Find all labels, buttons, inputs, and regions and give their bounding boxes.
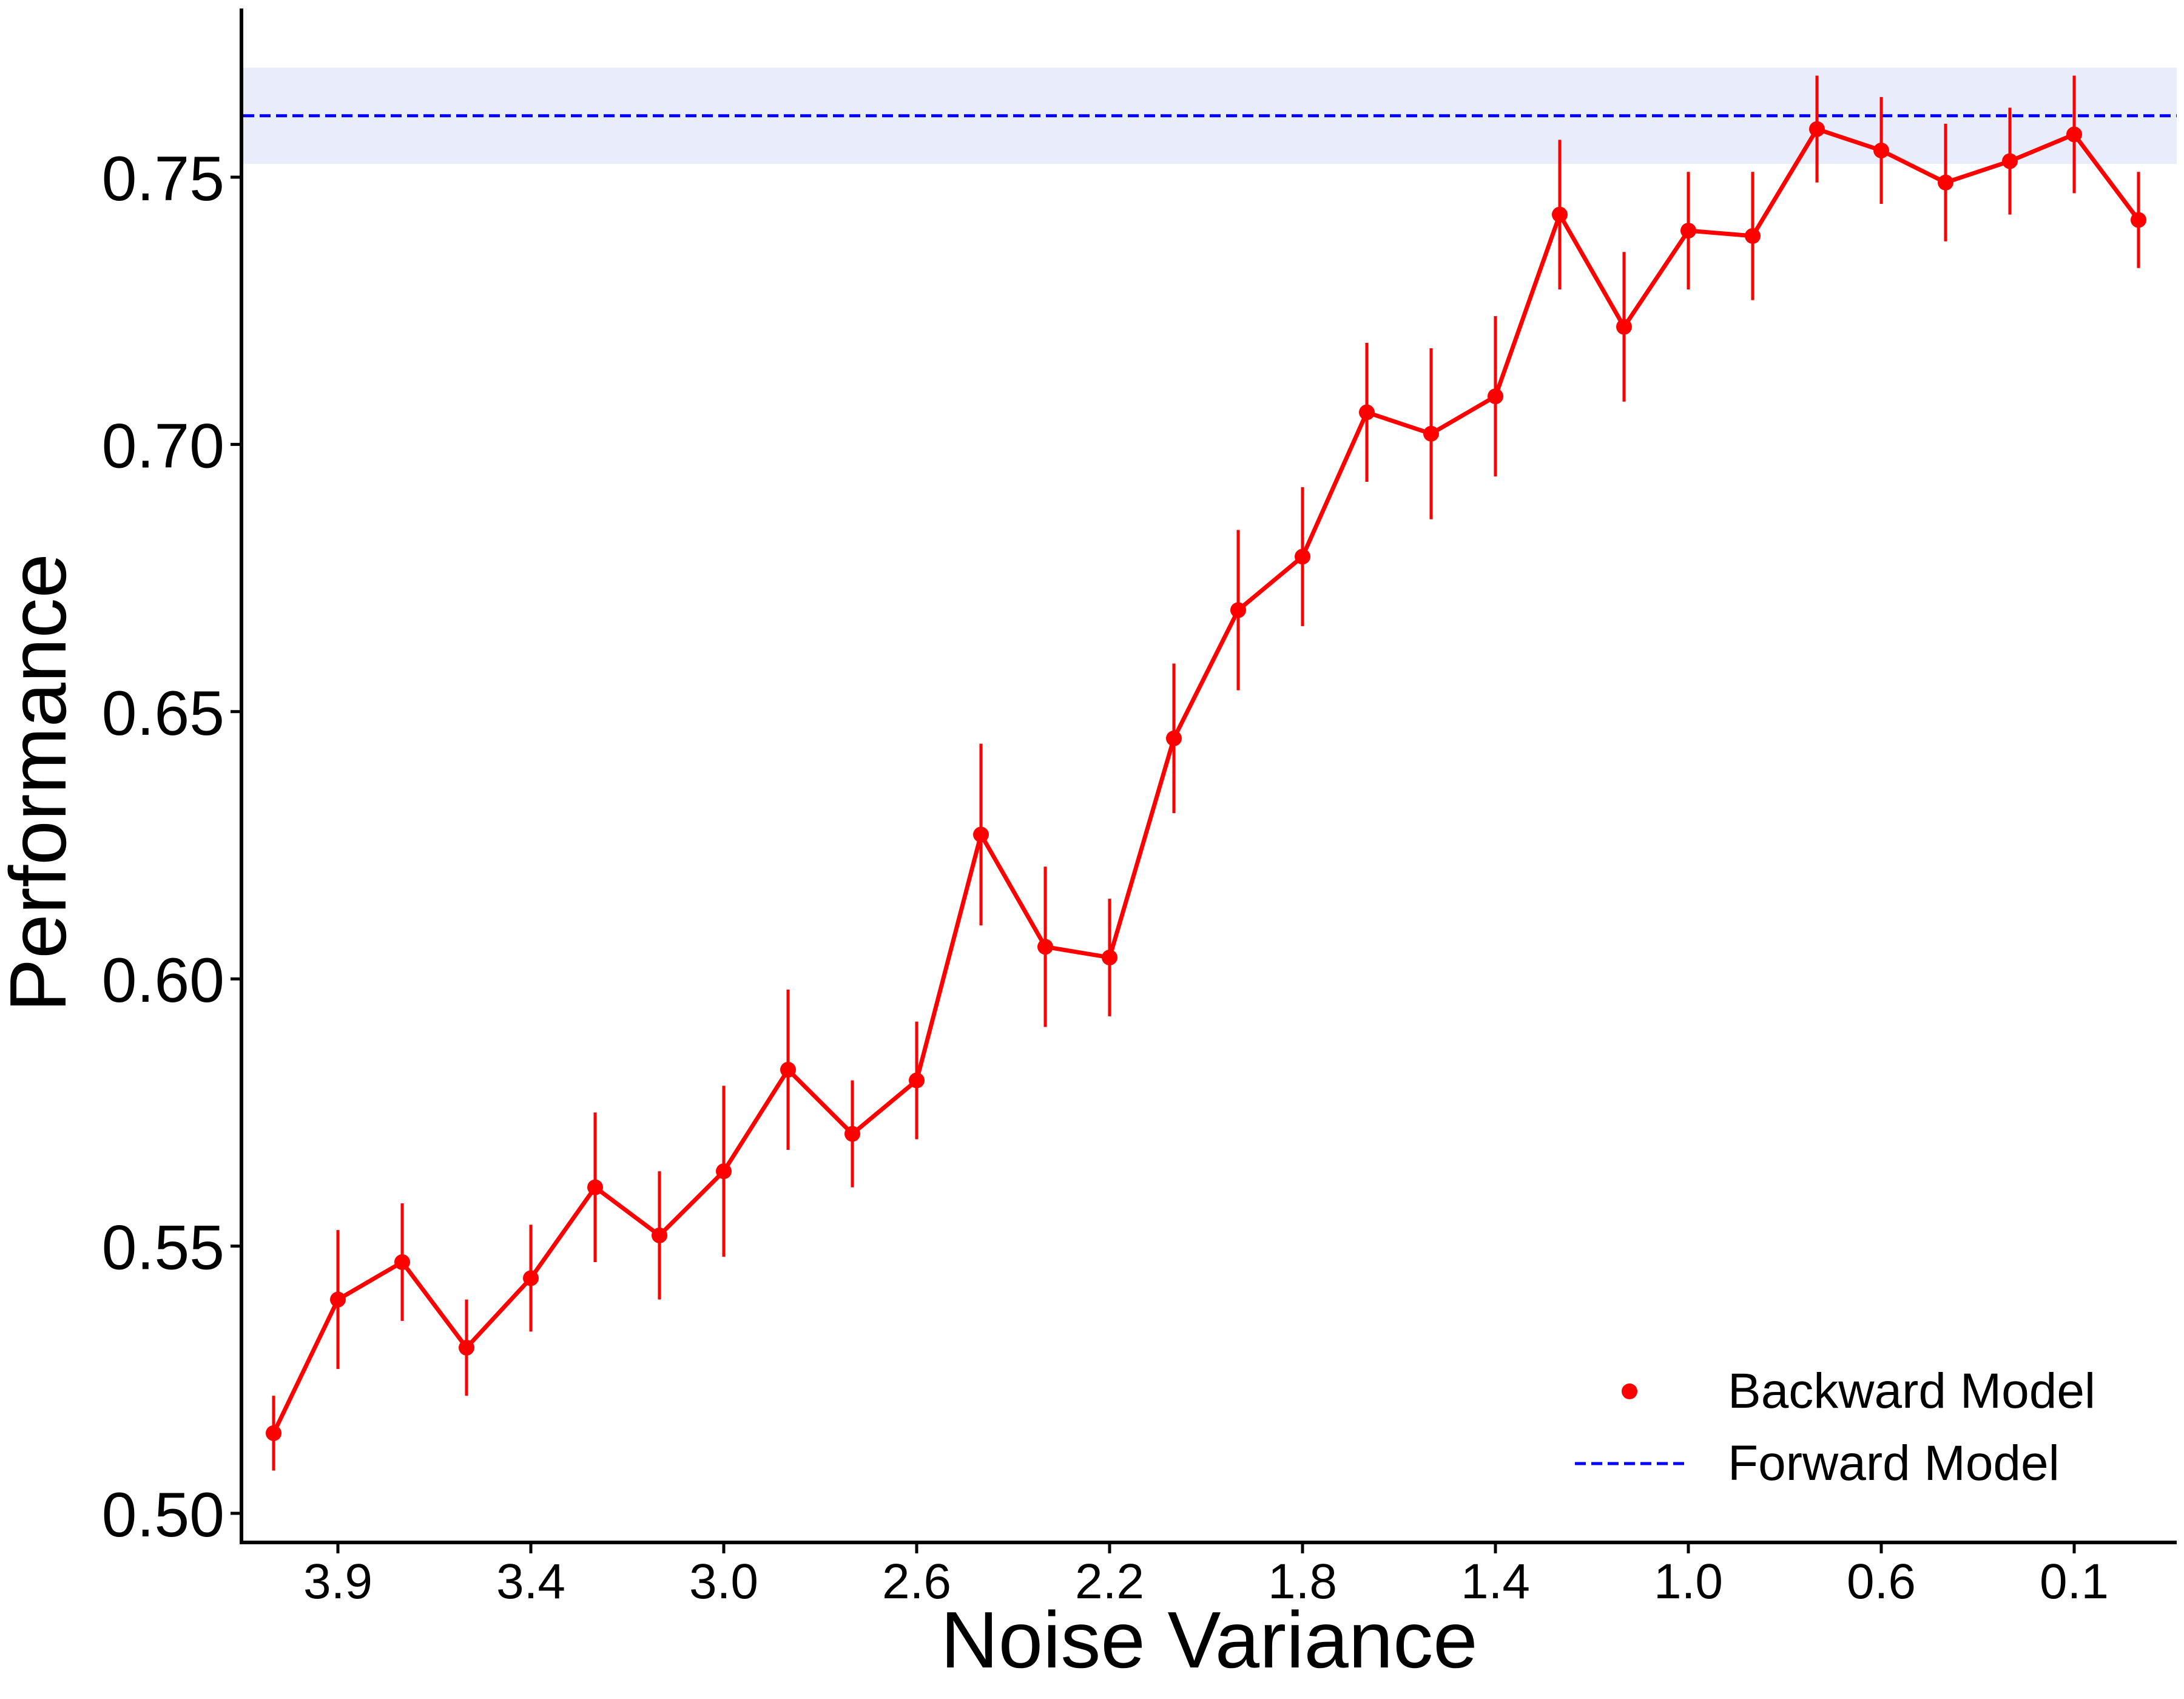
data-point bbox=[844, 1126, 860, 1142]
data-point bbox=[2131, 212, 2146, 228]
data-point bbox=[1488, 388, 1503, 405]
x-tick-label: 2.6 bbox=[882, 1554, 951, 1609]
x-tick-label: 1.8 bbox=[1268, 1554, 1337, 1609]
data-point bbox=[973, 826, 989, 843]
data-point bbox=[1809, 121, 1825, 137]
data-point bbox=[2002, 153, 2018, 169]
y-axis-ticks: 0.50 0.55 0.60 0.65 0.70 0.75 bbox=[102, 144, 241, 1550]
x-tick-label: 0.6 bbox=[1847, 1554, 1916, 1609]
data-point bbox=[909, 1072, 925, 1089]
y-tick-label: 0.70 bbox=[102, 411, 224, 481]
data-point bbox=[1616, 319, 1632, 335]
x-tick-label: 3.4 bbox=[496, 1554, 565, 1609]
data-point bbox=[780, 1061, 796, 1078]
data-point bbox=[1938, 174, 1953, 191]
y-axis-label: Performance bbox=[0, 553, 83, 1012]
legend-backward-label: Backward Model bbox=[1728, 1363, 2095, 1419]
data-point bbox=[1745, 228, 1761, 244]
x-tick-label: 3.0 bbox=[689, 1554, 758, 1609]
x-tick-label: 0.1 bbox=[2040, 1554, 2109, 1609]
x-tick-label: 2.2 bbox=[1075, 1554, 1144, 1609]
data-point bbox=[587, 1179, 603, 1195]
data-point bbox=[716, 1163, 732, 1180]
y-tick-label: 0.50 bbox=[102, 1480, 224, 1550]
y-tick-label: 0.55 bbox=[102, 1213, 224, 1283]
data-point bbox=[1873, 142, 1889, 158]
x-tick-label: 3.9 bbox=[303, 1554, 372, 1609]
x-tick-label: 1.0 bbox=[1654, 1554, 1723, 1609]
data-point bbox=[266, 1425, 281, 1441]
data-point bbox=[523, 1270, 539, 1286]
data-point bbox=[652, 1227, 667, 1243]
x-axis-ticks: 3.9 3.4 3.0 2.6 2.2 1.8 1.4 1.0 0.6 0.1 bbox=[303, 1542, 2109, 1609]
legend-backward-marker bbox=[1622, 1383, 1637, 1399]
data-point bbox=[1359, 404, 1375, 421]
legend-forward-label: Forward Model bbox=[1728, 1436, 2060, 1491]
y-tick-label: 0.75 bbox=[102, 144, 224, 214]
data-point bbox=[1037, 939, 1053, 955]
data-point bbox=[1423, 425, 1439, 442]
data-point bbox=[1166, 730, 1182, 746]
data-point bbox=[1552, 206, 1568, 223]
data-point bbox=[1230, 602, 1246, 618]
legend: Backward Model Forward Model bbox=[1575, 1363, 2095, 1491]
data-point bbox=[2066, 126, 2082, 143]
data-point bbox=[394, 1254, 410, 1271]
data-point bbox=[1102, 949, 1117, 965]
x-axis-label: Noise Variance bbox=[940, 1595, 1477, 1684]
data-point bbox=[1680, 223, 1696, 239]
x-tick-label: 1.4 bbox=[1461, 1554, 1530, 1609]
y-tick-label: 0.60 bbox=[102, 945, 224, 1016]
backward-model-line bbox=[271, 127, 2140, 1434]
data-point bbox=[459, 1339, 474, 1356]
y-tick-label: 0.65 bbox=[102, 678, 224, 749]
backward-model-layer bbox=[266, 75, 2146, 1471]
data-point bbox=[330, 1291, 346, 1308]
data-point bbox=[1295, 549, 1310, 565]
